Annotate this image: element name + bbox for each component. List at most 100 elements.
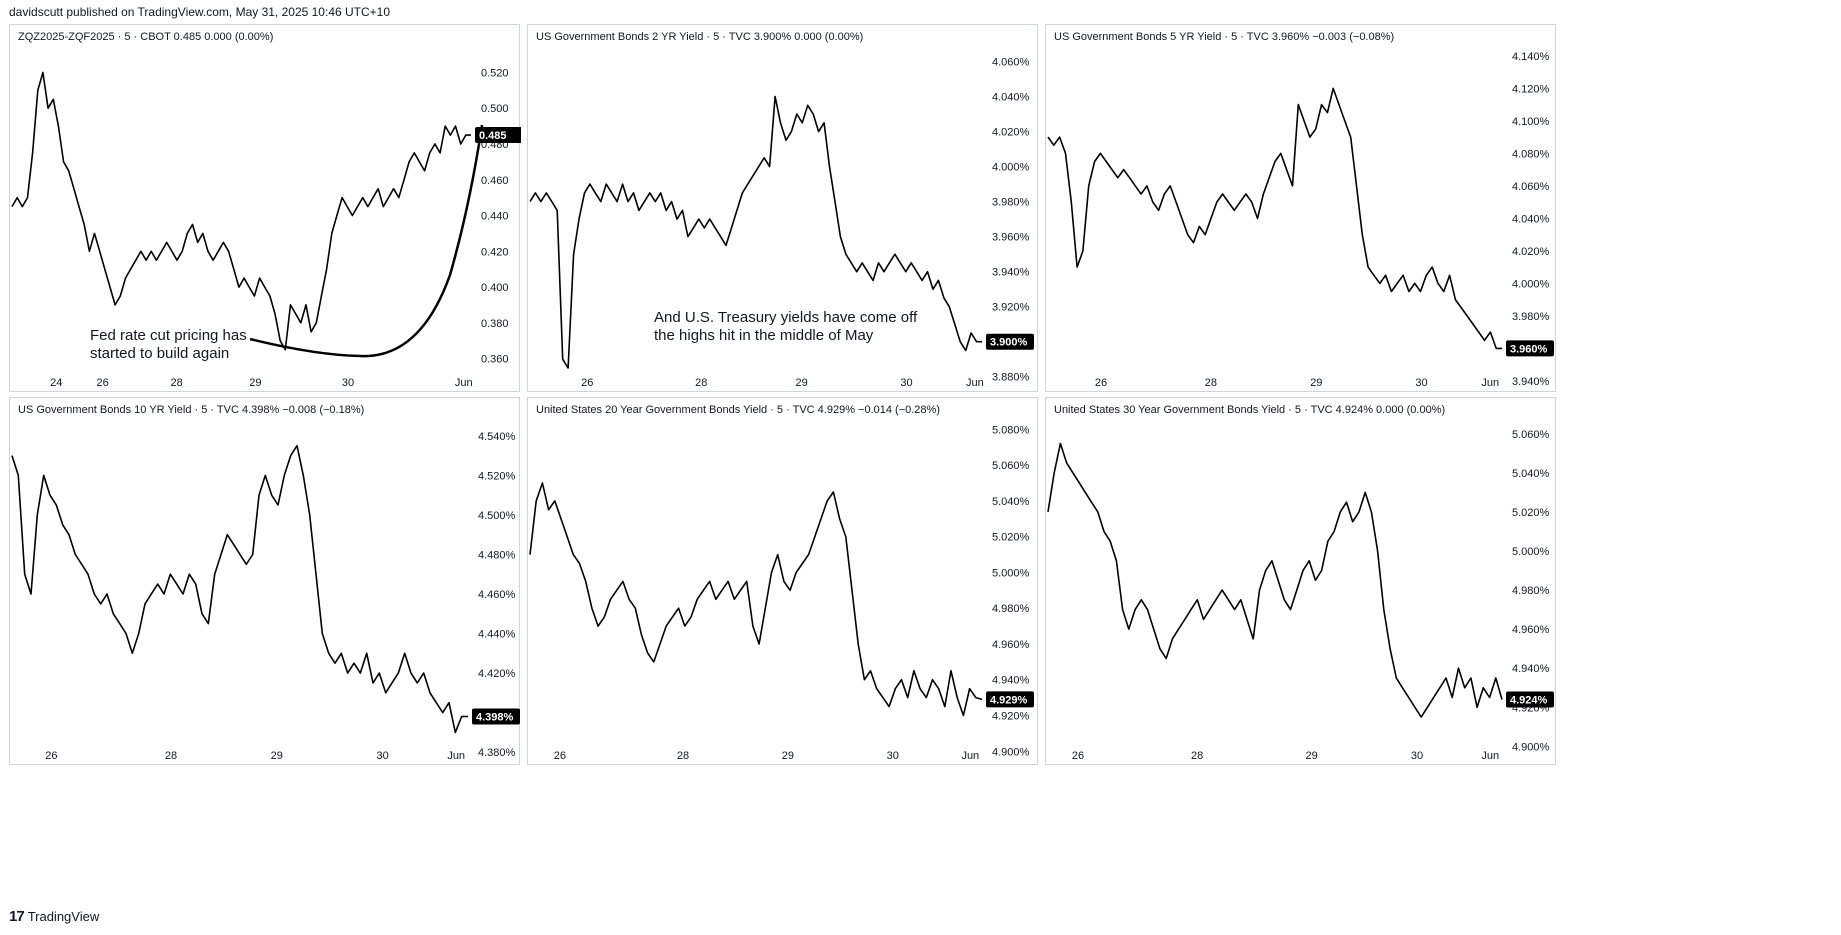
- last-value-label: 0.485: [475, 127, 521, 144]
- footer: 17 TradingView: [9, 908, 99, 925]
- y-tick-label: 4.900%: [1512, 741, 1550, 753]
- y-tick-label: 4.380%: [478, 747, 516, 759]
- x-tick-label: 30: [900, 377, 912, 389]
- x-tick-label: 29: [249, 377, 261, 389]
- y-tick-label: 3.920%: [992, 302, 1030, 314]
- y-tick-label: 5.000%: [1512, 546, 1550, 558]
- x-tick-label: 30: [342, 377, 354, 389]
- y-tick-label: 3.980%: [992, 197, 1030, 209]
- y-tick-label: 0.460: [481, 175, 509, 187]
- y-tick-label: 4.940%: [1512, 663, 1550, 675]
- y-tick-label: 4.960%: [1512, 624, 1550, 636]
- y-tick-label: 4.120%: [1512, 83, 1550, 95]
- chart-title: US Government Bonds 2 YR Yield · 5 · TVC…: [536, 31, 864, 43]
- last-value-label: 4.929%: [986, 691, 1034, 708]
- y-tick-label: 4.900%: [992, 746, 1030, 758]
- chart-svg: 3.940% 3.960% 3.980% 4.000% 4.020% 4.040% 4.06…: [1047, 51, 1554, 389]
- x-tick-label: 30: [376, 750, 388, 762]
- publisher-header: davidscutt published on TradingView.com,…: [9, 5, 391, 19]
- y-tick-label: 5.040%: [1512, 468, 1550, 480]
- y-tick-label: 4.100%: [1512, 116, 1550, 128]
- annotation-line: started to build again: [90, 345, 230, 362]
- chart-panel[interactable]: 4.900% 4.920% 4.940% 4.960% 4.980% 5.000% 5.02…: [527, 397, 1038, 765]
- chart-annotation: Fed rate cut pricing has started to build…: [90, 327, 247, 363]
- x-tick-label: Jun: [1481, 377, 1499, 389]
- y-tick-label: 4.500%: [478, 510, 516, 522]
- annotation-line: the highs hit in the middle of May: [654, 327, 874, 344]
- x-tick-label: Jun: [961, 750, 979, 762]
- svg-text:4.924%: 4.924%: [1510, 694, 1548, 706]
- y-tick-label: 0.400: [481, 282, 509, 294]
- price-series-line: [11, 71, 471, 351]
- y-tick-label: 4.040%: [992, 92, 1030, 104]
- chart-title: US Government Bonds 5 YR Yield · 5 · TVC…: [1054, 31, 1395, 43]
- price-series-line: [1047, 87, 1502, 350]
- y-tick-label: 4.440%: [478, 629, 516, 641]
- y-tick-label: 3.940%: [1512, 376, 1550, 388]
- price-series-line: [529, 95, 982, 369]
- y-tick-label: 0.440: [481, 211, 509, 223]
- x-tick-label: 28: [1191, 750, 1203, 762]
- y-tick-label: 4.520%: [478, 470, 516, 482]
- y-tick-label: 4.020%: [992, 127, 1030, 139]
- chart-panel[interactable]: 3.940% 3.960% 3.980% 4.000% 4.020% 4.040% 4.06…: [1045, 24, 1556, 392]
- y-tick-label: 4.460%: [478, 589, 516, 601]
- price-series-line: [529, 482, 983, 717]
- y-tick-label: 3.880%: [992, 372, 1030, 384]
- x-tick-label: Jun: [455, 377, 473, 389]
- last-value-label: 3.900%: [986, 333, 1034, 350]
- x-tick-label: 28: [677, 750, 689, 762]
- chart-panel[interactable]: 4.380%4.400%4.420%4.440%4.460%4.480%4.50…: [9, 397, 520, 765]
- x-tick-label: 28: [171, 377, 183, 389]
- y-tick-label: 4.980%: [992, 603, 1030, 615]
- chart-title: ZQZ2025-ZQF2025 · 5 · CBOT 0.485 0.000 (…: [18, 31, 274, 43]
- x-tick-label: 30: [1415, 377, 1427, 389]
- y-tick-label: 3.940%: [992, 267, 1030, 279]
- y-tick-label: 4.420%: [478, 668, 516, 680]
- x-tick-label: 28: [1205, 377, 1217, 389]
- x-tick-label: 26: [1095, 377, 1107, 389]
- y-tick-label: 0.420: [481, 246, 509, 258]
- chart-title: United States 30 Year Government Bonds Y…: [1054, 404, 1446, 416]
- y-tick-label: 5.080%: [992, 424, 1030, 436]
- x-tick-label: 30: [887, 750, 899, 762]
- chart-svg: 4.380%4.400%4.420%4.440%4.460%4.480%4.50…: [11, 431, 520, 762]
- annotation-line: Fed rate cut pricing has: [90, 327, 247, 344]
- y-tick-label: 5.020%: [1512, 507, 1550, 519]
- y-tick-label: 3.960%: [992, 232, 1030, 244]
- x-tick-label: 26: [581, 377, 593, 389]
- x-tick-label: 29: [795, 377, 807, 389]
- chart-panel[interactable]: 4.900% 4.920% 4.940% 4.960% 4.980% 5.000% 5.02…: [1045, 397, 1556, 765]
- svg-text:3.960%: 3.960%: [1510, 343, 1548, 355]
- chart-panel[interactable]: 3.880% 3.900% 3.920% 3.940% 3.960% 3.980% 4.00…: [527, 24, 1038, 392]
- y-tick-label: 0.360: [481, 354, 509, 366]
- chart-title: US Government Bonds 10 YR Yield · 5 · TV…: [18, 404, 365, 416]
- chart-svg: 4.900%4.920%4.940%4.960%4.980%5.000%5.02…: [1047, 429, 1554, 762]
- last-value-label: 4.398%: [472, 708, 520, 725]
- y-tick-label: 4.060%: [992, 57, 1030, 69]
- y-tick-label: 5.040%: [992, 496, 1030, 508]
- y-tick-label: 5.060%: [992, 460, 1030, 472]
- last-value-label: 3.960%: [1506, 340, 1554, 357]
- y-tick-label: 0.500: [481, 103, 509, 115]
- y-tick-label: 5.020%: [992, 532, 1030, 544]
- x-tick-label: 26: [96, 377, 108, 389]
- footer-brand[interactable]: TradingView: [27, 909, 100, 924]
- svg-text:4.929%: 4.929%: [990, 694, 1028, 706]
- y-tick-label: 4.480%: [478, 549, 516, 561]
- y-tick-label: 4.000%: [992, 162, 1030, 174]
- x-tick-label: 29: [271, 750, 283, 762]
- y-tick-label: 4.940%: [992, 675, 1030, 687]
- x-tick-label: 26: [554, 750, 566, 762]
- y-tick-label: 4.920%: [992, 711, 1030, 723]
- price-series-line: [1047, 442, 1503, 718]
- y-tick-label: 0.380: [481, 318, 509, 330]
- price-series-line: [11, 444, 468, 734]
- svg-text:3.900%: 3.900%: [990, 337, 1028, 349]
- y-tick-label: 5.000%: [992, 567, 1030, 579]
- tradingview-logo-icon[interactable]: 17: [9, 908, 25, 925]
- y-tick-label: 4.000%: [1512, 278, 1550, 290]
- chart-panel[interactable]: 0.360 0.380 0.400 0.420 0.440 0.460 0.480 0.500…: [9, 24, 521, 392]
- y-tick-label: 4.040%: [1512, 213, 1550, 225]
- chart-svg: 3.880% 3.900% 3.920% 3.940% 3.960% 3.980% 4.00…: [529, 57, 1034, 389]
